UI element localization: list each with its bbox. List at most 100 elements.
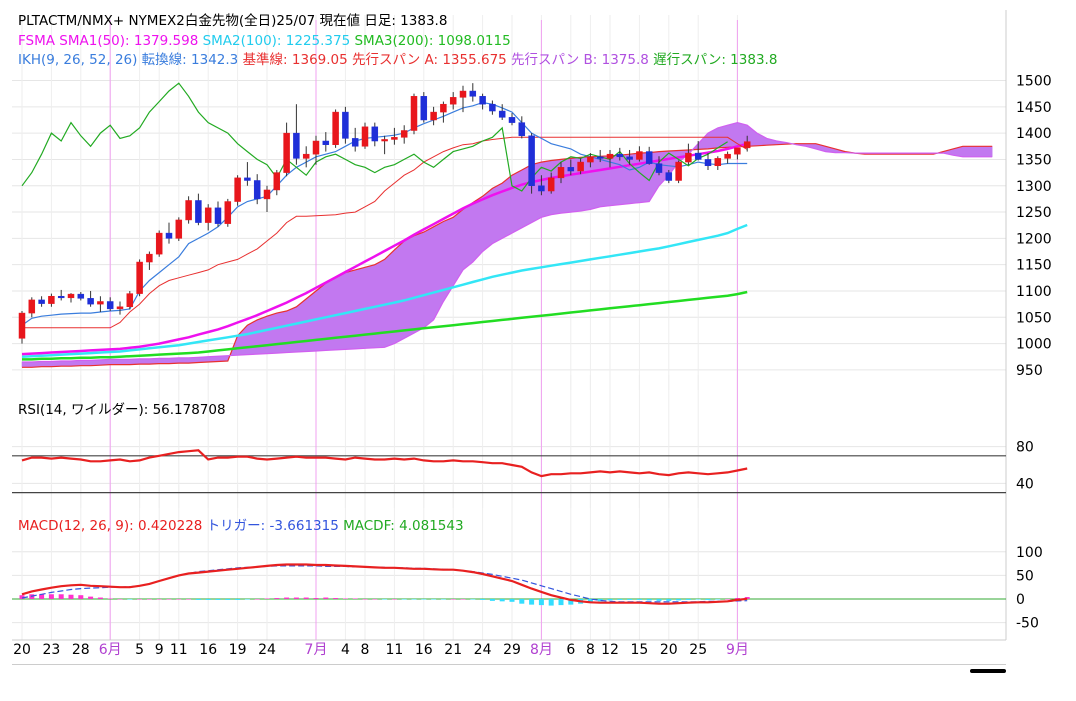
candle-body: [518, 122, 526, 137]
macdf-bar: [205, 598, 211, 600]
macdf-bar: [186, 598, 192, 600]
x-tick-label: 6: [566, 642, 575, 658]
candle-body: [665, 172, 673, 181]
macdf-bar: [176, 598, 182, 600]
candle-body: [655, 163, 663, 173]
candle-body: [204, 207, 212, 223]
candle-body: [77, 293, 85, 299]
rsi-label: RSI(14, ワイルダー): 56.178708: [18, 402, 226, 418]
candle-body: [361, 126, 369, 147]
macdf-bar: [117, 598, 123, 600]
ichimoku-cloud: [560, 158, 572, 214]
macdf-bar: [293, 597, 299, 599]
ichimoku-cloud: [266, 312, 278, 354]
candle-body: [391, 137, 398, 140]
trigger-label: トリガー: -3.661315: [206, 518, 339, 534]
x-tick-label: 20: [660, 642, 678, 658]
macdf-bar: [166, 598, 172, 600]
trigger-line: [21, 565, 748, 603]
ichimoku-cloud: [247, 319, 258, 355]
candle-body: [498, 110, 506, 118]
candle-body: [351, 138, 359, 147]
candle-body: [146, 253, 153, 263]
chikou-label: 遅行スパン: 1383.8: [653, 52, 778, 68]
scrollbar-thumb[interactable]: [970, 669, 1006, 673]
candle-body: [312, 140, 320, 155]
ichimoku-cloud: [972, 146, 983, 158]
y-tick-label: 1000: [1016, 337, 1052, 353]
macdf-bar: [529, 598, 535, 605]
macdf-bar: [450, 598, 456, 600]
candle-body: [596, 156, 604, 159]
candle-body: [322, 140, 330, 145]
candle-body: [400, 130, 408, 138]
macdf-bar: [235, 598, 241, 600]
macdf-bar: [323, 597, 329, 599]
macdf-bar: [627, 598, 633, 600]
x-tick-label: 23: [42, 642, 60, 658]
x-tick-label: 16: [415, 642, 433, 658]
candle-body: [469, 90, 477, 97]
y-tick-label: 1150: [1016, 258, 1052, 274]
macd-label: MACD(12, 26, 9): 0.420228: [18, 518, 203, 534]
x-tick-label: 20: [13, 642, 31, 658]
macdf-bar: [656, 598, 662, 601]
candle-body: [459, 90, 467, 98]
macdf-bar: [597, 598, 603, 602]
candle-body: [48, 295, 55, 304]
sma2-line: [21, 223, 748, 358]
y-tick-label: 1200: [1016, 231, 1052, 247]
macdf-bar: [391, 598, 397, 600]
y-tick-label: 1100: [1016, 284, 1052, 300]
candle-body: [714, 158, 722, 167]
ichimoku-cloud: [472, 195, 483, 263]
candle-body: [293, 132, 300, 159]
x-tick-label: 24: [258, 642, 276, 658]
x-tick-label: 4: [341, 642, 350, 658]
rsi-tick-label: 80: [1016, 440, 1034, 456]
macdf-bar: [646, 598, 652, 601]
x-tick-label: 11: [385, 642, 403, 658]
macdf-bar: [146, 598, 152, 600]
macdf-bar: [676, 598, 682, 601]
candle-body: [283, 132, 290, 173]
macdf-bar: [421, 598, 427, 600]
candle-body: [704, 159, 712, 167]
x-tick-label: 16: [199, 642, 217, 658]
ichimoku-cloud: [60, 360, 72, 367]
horizontal-scrollbar[interactable]: [12, 664, 1006, 679]
candle-body: [136, 261, 143, 294]
ichimoku-cloud: [403, 235, 415, 339]
macdf-bar: [744, 597, 750, 599]
macdf-bar: [48, 594, 54, 599]
sma3-line: [22, 290, 748, 361]
y-tick-label: 950: [1016, 363, 1043, 379]
candle-body: [528, 135, 535, 187]
macdf-bar: [607, 598, 613, 601]
candle-body: [734, 147, 741, 155]
ichimoku-cloud: [727, 122, 738, 148]
candle-body: [224, 201, 232, 224]
macdf-bar: [460, 598, 466, 600]
x-tick-label: 24: [474, 642, 492, 658]
ichimoku-cloud: [962, 146, 973, 158]
macdf-bar: [499, 598, 505, 602]
candle-body: [567, 167, 575, 172]
macd-tick-label: 50: [1016, 568, 1034, 584]
ichimoku-cloud: [21, 361, 33, 368]
candle-body: [97, 301, 104, 305]
candle-body: [440, 103, 447, 113]
candle-body: [195, 200, 202, 223]
ichimoku-cloud: [139, 358, 150, 365]
macdf-bar: [58, 594, 64, 599]
candle-body: [694, 152, 702, 160]
y-tick-label: 1250: [1016, 205, 1052, 221]
candle-body: [332, 111, 339, 145]
macd-tick-label: 0: [1016, 592, 1025, 608]
macdf-bar: [431, 598, 437, 600]
candle-body: [606, 153, 614, 159]
candle-body: [616, 153, 624, 158]
ikh-label: IKH(9, 26, 52, 26) 転換線: 1342.3: [18, 52, 239, 68]
ichimoku-cloud: [423, 226, 434, 329]
candle-body: [234, 177, 241, 202]
